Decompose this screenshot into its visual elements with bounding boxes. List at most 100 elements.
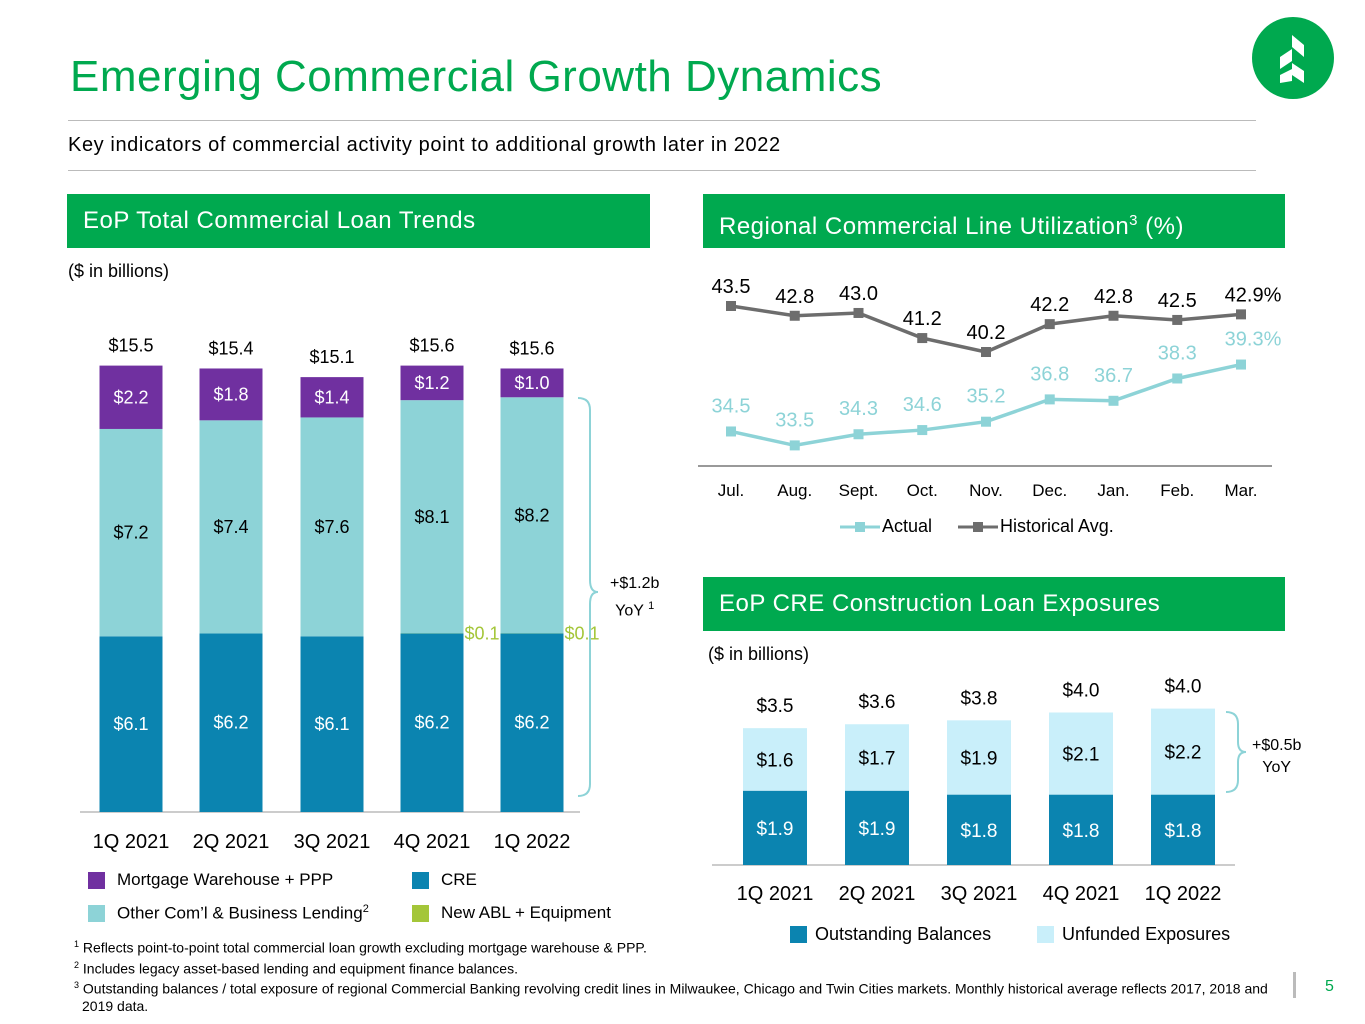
page-title: Emerging Commercial Growth Dynamics [70, 52, 883, 101]
bar-other-com-l-business-lending [99, 428, 163, 637]
total-label: $4.0 [1063, 681, 1100, 702]
footnote-ref: 2 [362, 903, 369, 915]
cre-unit: ($ in billions) [708, 644, 810, 664]
total-label: $15.5 [108, 336, 153, 356]
bar-cre [400, 633, 464, 812]
legend-swatch [88, 871, 105, 889]
data-label: $1.9 [757, 819, 794, 840]
data-point [981, 347, 991, 358]
bar-outstanding [743, 790, 807, 865]
total-label: $3.6 [859, 692, 896, 713]
legend-other: Other Com’l & Business Lending2 [88, 903, 369, 924]
utilization-header-suffix: (%) [1138, 213, 1185, 240]
data-label: $2.2 [1165, 743, 1202, 764]
bar-other-com-l-business-lending [199, 420, 263, 634]
legend-line-icon [840, 521, 880, 532]
legend-label: New ABL + Equipment [441, 903, 611, 922]
data-point [1108, 395, 1119, 406]
data-label: 41.2 [903, 308, 942, 330]
data-point [1236, 359, 1246, 370]
legend-historical: Historical Avg. [958, 516, 1114, 537]
legend-mortgage: Mortgage Warehouse + PPP [88, 870, 333, 890]
legend-label: Other Com’l & Business Lending [117, 903, 363, 923]
bar-unfunded [947, 720, 1011, 795]
data-point [1172, 373, 1183, 384]
legend-label: Historical Avg. [1000, 516, 1114, 536]
bar-cre [99, 636, 163, 812]
legend-label: Actual [882, 516, 933, 536]
legend-unfunded: Unfunded Exposures [1037, 924, 1230, 945]
annotation-value: +$1.2b [610, 575, 660, 592]
data-label: 42.8 [1094, 286, 1133, 308]
data-label: 36.8 [1030, 363, 1069, 385]
x-tick-label: Oct. [907, 481, 938, 500]
x-tick-label: 1Q 2022 [494, 831, 571, 853]
data-label: 42.8 [775, 286, 814, 308]
data-point [1108, 310, 1119, 321]
legend-swatch [412, 904, 429, 922]
footnote-text: Outstanding balances / total exposure of… [82, 980, 1268, 1014]
data-label: 42.2 [1030, 294, 1069, 316]
data-point [853, 307, 864, 318]
data-label: $6.2 [213, 713, 248, 733]
x-tick-label: 1Q 2021 [737, 883, 814, 905]
total-label: $15.6 [409, 336, 454, 356]
x-tick-label: 4Q 2021 [394, 831, 471, 853]
footnotes: 1 Reflects point-to-point total commerci… [74, 936, 1274, 1015]
page-number: 5 [1325, 978, 1334, 995]
bar-mortgage-warehouse-ppp [500, 368, 564, 398]
title-divider [68, 120, 1256, 121]
data-label: $8.1 [414, 507, 449, 527]
data-point [726, 426, 736, 437]
bar-unfunded [1151, 708, 1215, 795]
bar-unfunded [743, 728, 807, 791]
data-label: $6.2 [514, 713, 549, 733]
total-label: $15.6 [509, 338, 554, 358]
footnote-ref: 3 [1129, 212, 1139, 229]
data-label: $6.2 [414, 713, 449, 733]
data-label: 39.3% [1225, 329, 1282, 351]
data-label: $1.8 [1165, 821, 1202, 842]
x-tick-label: 4Q 2021 [1043, 883, 1120, 905]
legend-line-icon [958, 521, 998, 532]
data-label: 33.5 [775, 409, 814, 431]
data-label: 42.5 [1158, 290, 1197, 312]
data-point [917, 425, 928, 436]
data-label: $1.9 [961, 748, 998, 769]
x-tick-label: 1Q 2022 [1145, 883, 1222, 905]
footnote-num: 1 [74, 939, 80, 949]
bar-outstanding [845, 790, 909, 865]
data-label: $1.6 [757, 750, 794, 771]
data-label: 40.2 [967, 322, 1006, 344]
data-label: $1.2 [414, 373, 449, 393]
brace [1225, 711, 1247, 793]
legend-actual: Actual [840, 516, 932, 537]
loan-trends-header: EoP Total Commercial Loan Trends [67, 194, 650, 248]
x-tick-label: 3Q 2021 [294, 831, 371, 853]
utilization-header-text: Regional Commercial Line Utilization [719, 213, 1130, 240]
data-label: 36.7 [1094, 365, 1133, 387]
data-point [853, 429, 864, 440]
data-point [981, 416, 991, 427]
bar-outstanding [1049, 794, 1113, 865]
legend-label: CRE [441, 870, 477, 889]
footnote-text: Includes legacy asset-based lending and … [82, 960, 518, 977]
legend-swatch [1037, 926, 1054, 943]
x-tick-label: 2Q 2021 [839, 883, 916, 905]
data-label: $1.8 [961, 821, 998, 842]
legend-abl: New ABL + Equipment [412, 903, 611, 923]
data-point [1236, 309, 1246, 320]
data-point [1044, 394, 1055, 405]
legend-swatch [412, 871, 429, 889]
legend-swatch [88, 904, 105, 922]
data-point [789, 310, 800, 321]
legend-swatch [790, 926, 807, 943]
annotation-label: YoY [615, 602, 644, 620]
x-tick-label: Nov. [969, 481, 1003, 500]
data-label: $1.0 [514, 373, 549, 393]
bar-mortgage-warehouse-ppp [300, 377, 364, 418]
footnote-ref: 1 [648, 600, 655, 612]
bar-mortgage-warehouse-ppp [199, 368, 263, 421]
data-label: 38.3 [1158, 342, 1197, 364]
bar-mortgage-warehouse-ppp [99, 365, 163, 429]
